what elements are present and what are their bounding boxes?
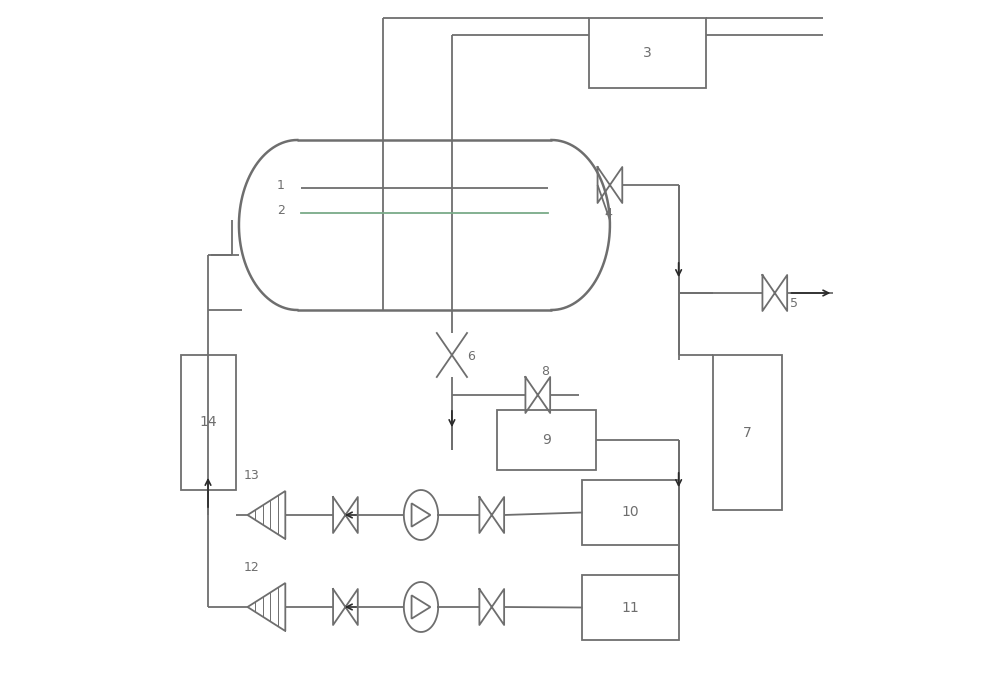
Bar — [582, 480, 679, 545]
Polygon shape — [248, 491, 285, 539]
Text: 7: 7 — [743, 425, 752, 440]
Bar — [497, 410, 596, 470]
Text: 3: 3 — [643, 46, 652, 60]
Polygon shape — [248, 583, 285, 631]
Text: 12: 12 — [244, 561, 260, 574]
Text: 8: 8 — [541, 365, 549, 378]
Text: 6: 6 — [467, 350, 475, 363]
Text: 2: 2 — [277, 203, 285, 216]
Text: 13: 13 — [244, 469, 260, 482]
Text: 10: 10 — [622, 506, 639, 519]
Text: 5: 5 — [790, 297, 798, 310]
Bar — [589, 18, 706, 88]
Text: 14: 14 — [199, 416, 217, 429]
Bar — [582, 575, 679, 640]
Text: 4: 4 — [604, 207, 612, 220]
Text: 11: 11 — [622, 600, 639, 614]
Text: 1: 1 — [277, 179, 285, 192]
Bar — [713, 355, 782, 510]
Text: 9: 9 — [542, 433, 551, 447]
Bar — [181, 355, 236, 490]
